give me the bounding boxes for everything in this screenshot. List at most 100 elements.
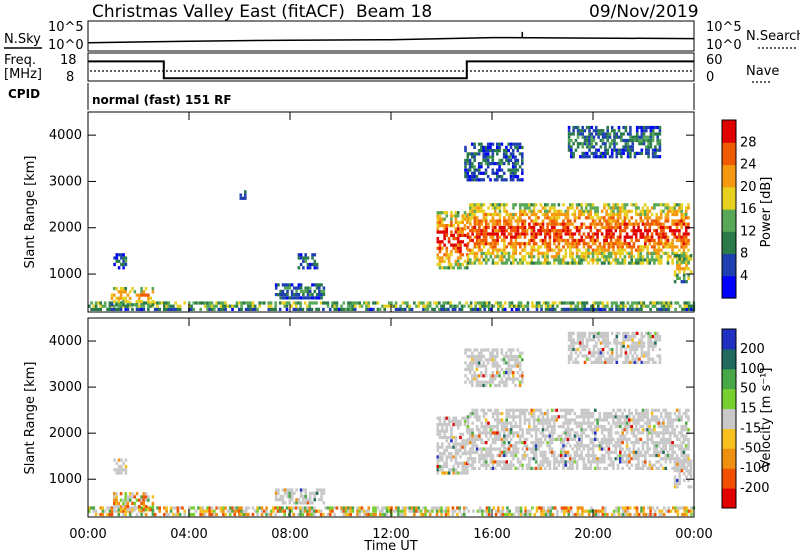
heatmap-cell-5 — [516, 460, 520, 464]
heatmap-cell-6 — [607, 225, 611, 230]
heatmap-cell-4 — [311, 256, 314, 260]
heatmap-cell-6 — [541, 261, 545, 265]
heatmap-cell-4 — [461, 471, 464, 475]
heatmap-cell-5 — [589, 441, 593, 445]
heatmap-cell-0 — [581, 307, 584, 311]
heatmap-cell-0 — [163, 304, 166, 308]
heatmap-cell-5 — [514, 408, 518, 412]
heatmap-cell-8 — [590, 151, 594, 155]
heatmap-cell-4 — [436, 448, 440, 452]
heatmap-cell-1 — [138, 293, 141, 297]
heatmap-cell-5 — [650, 463, 654, 467]
heatmap-cell-0 — [260, 509, 264, 513]
heatmap-cell-5 — [564, 431, 568, 435]
heatmap-cell-5 — [655, 441, 658, 445]
heatmap-cell-6 — [566, 261, 570, 265]
heatmap-cell-5 — [550, 434, 554, 438]
heatmap-cell-4 — [463, 416, 467, 420]
heatmap-cell-3 — [277, 498, 280, 502]
heatmap-cell-5 — [469, 441, 472, 445]
heatmap-cell-6 — [557, 258, 561, 262]
heatmap-cell-5 — [612, 463, 615, 467]
heatmap-cell-8 — [654, 132, 657, 136]
heatmap-cell-0 — [576, 512, 580, 517]
heatmap-cell-5 — [514, 453, 518, 458]
heatmap-cell-0 — [333, 512, 336, 517]
heatmap-cell-7 — [500, 168, 504, 172]
heatmap-cell-5 — [496, 424, 499, 429]
heatmap-cell-8 — [581, 142, 584, 146]
heatmap-cell-7 — [509, 158, 513, 162]
heatmap-cell-0 — [538, 304, 541, 308]
heatmap-cell-7 — [597, 354, 600, 358]
freq-left-label-2: [MHz] — [4, 67, 42, 82]
heatmap-cell-0 — [117, 512, 121, 517]
heatmap-cell-0 — [376, 506, 380, 510]
heatmap-cell-5 — [575, 453, 579, 458]
heatmap-cell-6 — [591, 203, 595, 207]
heatmap-cell-0 — [163, 512, 166, 517]
heatmap-cell-5 — [625, 437, 629, 441]
heatmap-cell-5 — [525, 447, 529, 451]
heatmap-cell-0 — [367, 509, 371, 513]
heatmap-cell-5 — [671, 457, 674, 461]
heatmap-cell-6 — [496, 261, 499, 265]
heatmap-cell-6 — [637, 261, 640, 265]
heatmap-cell-8 — [626, 148, 630, 152]
heatmap-cell-6 — [512, 255, 515, 259]
heatmap-cell-6 — [541, 225, 545, 230]
heatmap-cell-6 — [509, 225, 513, 230]
heatmap-cell-8 — [592, 138, 596, 143]
heatmap-cell-0 — [572, 307, 575, 311]
heatmap-cell-6 — [603, 245, 606, 249]
heatmap-cell-6 — [687, 222, 690, 226]
heatmap-cell-4 — [463, 448, 467, 452]
heatmap-cell-5 — [582, 421, 586, 425]
heatmap-cell-5 — [521, 457, 524, 461]
heatmap-cell-5 — [557, 424, 561, 429]
heatmap-cell-5 — [484, 418, 488, 422]
heatmap-cell-6 — [662, 222, 665, 226]
heatmap-cell-0 — [203, 301, 207, 305]
heatmap-cell-4 — [441, 458, 444, 462]
heatmap-cell-6 — [530, 255, 533, 259]
heatmap-cell-6 — [587, 251, 590, 255]
heatmap-cell-6 — [539, 245, 543, 249]
heatmap-cell-7 — [511, 165, 515, 169]
heatmap-cell-6 — [500, 203, 504, 207]
heatmap-cell-4 — [461, 416, 464, 420]
heatmap-cell-0 — [331, 509, 334, 513]
heatmap-cell-6 — [659, 229, 663, 233]
heatmap-cell-6 — [634, 229, 638, 233]
heatmap-cell-7 — [516, 145, 520, 149]
heatmap-cell-6 — [598, 242, 602, 246]
heatmap-cell-0 — [238, 307, 241, 311]
heatmap-cell-6 — [466, 255, 470, 259]
heatmap-cell-8 — [588, 125, 591, 130]
heatmap-cell-5 — [646, 431, 649, 435]
heatmap-cell-6 — [582, 212, 586, 217]
heatmap-cell-5 — [528, 428, 531, 432]
heatmap-cell-0 — [485, 506, 489, 510]
heatmap-cell-0 — [169, 307, 173, 311]
heatmap-cell-6 — [591, 206, 595, 210]
heatmap-cell-7 — [477, 152, 481, 156]
heatmap-cell-0 — [626, 512, 630, 517]
heatmap-cell-5 — [644, 428, 647, 432]
heatmap-cell-1 — [117, 501, 121, 505]
heatmap-cell-0 — [192, 307, 196, 311]
colorbar-swatch — [722, 186, 736, 210]
heatmap-cell-5 — [600, 424, 604, 429]
heatmap-cell-8 — [620, 138, 623, 143]
heatmap-cell-6 — [564, 216, 568, 220]
heatmap-cell-6 — [678, 232, 681, 236]
heatmap-cell-5 — [461, 233, 464, 237]
heatmap-cell-6 — [521, 261, 524, 265]
heatmap-cell-2 — [124, 259, 128, 263]
heatmap-cell-5 — [438, 217, 442, 221]
heatmap-cell-0 — [447, 509, 450, 513]
heatmap-cell-1 — [113, 498, 116, 502]
heatmap-cell-7 — [496, 152, 499, 156]
heatmap-cell-7 — [466, 155, 470, 159]
